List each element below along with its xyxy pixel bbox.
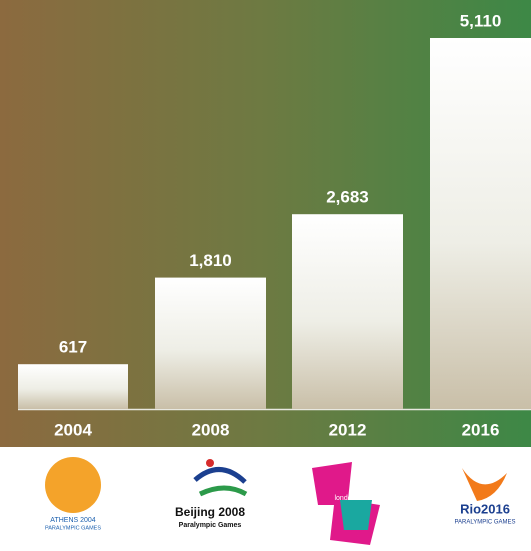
logo-text: Rio2016 bbox=[460, 501, 510, 516]
x-tick-label: 2004 bbox=[54, 420, 92, 439]
value-label: 2,683 bbox=[326, 188, 369, 207]
rio-emblem bbox=[462, 468, 507, 501]
beijing-head bbox=[206, 459, 214, 467]
x-tick-label: 2008 bbox=[192, 420, 230, 439]
logo-text: london bbox=[334, 495, 355, 502]
value-label: 5,110 bbox=[460, 11, 502, 30]
bar bbox=[18, 364, 128, 409]
bar bbox=[155, 277, 266, 409]
athens-emblem bbox=[45, 457, 101, 513]
london-emblem-2 bbox=[340, 500, 372, 530]
logo-art bbox=[45, 457, 507, 545]
logo-text: PARALYMPIC GAMES bbox=[45, 525, 101, 531]
logo-text: Paralympic Games bbox=[179, 522, 242, 529]
value-label: 617 bbox=[59, 338, 87, 357]
logo-text: PARALYMPIC GAMES bbox=[454, 520, 515, 526]
x-tick-label: 2016 bbox=[462, 420, 500, 439]
bar bbox=[430, 38, 531, 409]
bar bbox=[292, 214, 403, 409]
x-tick-label: 2012 bbox=[329, 420, 367, 439]
value-label: 1,810 bbox=[189, 251, 232, 270]
beijing-emblem-2 bbox=[198, 485, 248, 497]
logo-text: Beijing 2008 bbox=[175, 505, 245, 519]
beijing-emblem bbox=[193, 467, 247, 484]
logo-text: ATHENS 2004 bbox=[50, 517, 95, 524]
